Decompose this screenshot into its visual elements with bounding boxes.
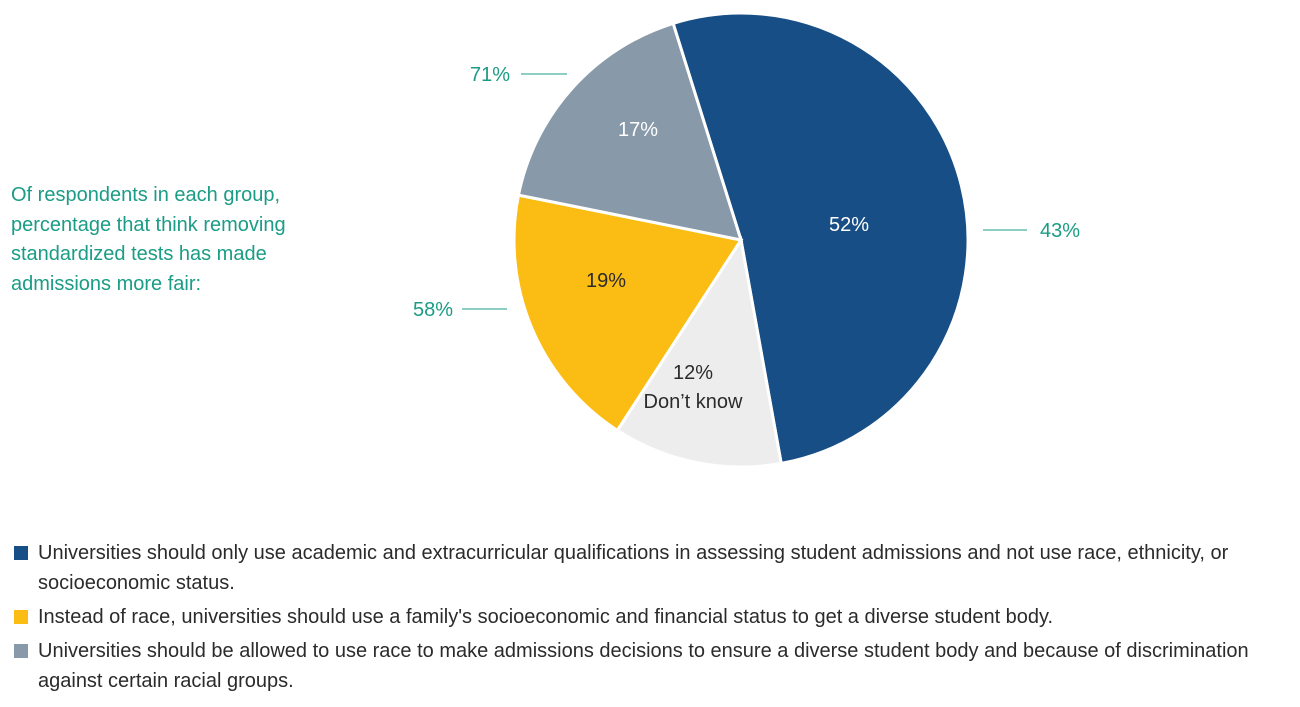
chart-side-note: Of respondents in each group, percentage… [11, 184, 286, 295]
legend-item-socioeconomic: Instead of race, universities should use… [14, 602, 1284, 632]
legend-label: Universities should only use academic an… [38, 542, 1229, 594]
legend-item-academic-only: Universities should only use academic an… [14, 538, 1284, 598]
slice-value-label: 17% [618, 119, 658, 141]
slice-value-label: 19% [586, 270, 626, 292]
callout-value: 58% [413, 299, 453, 321]
slice-value-label: 52% [829, 214, 869, 236]
callout-value: 71% [470, 64, 510, 86]
callout-value: 43% [1040, 220, 1080, 242]
slice-value-label: 12% [673, 362, 713, 384]
pie-slice [516, 21, 744, 242]
legend-item-race-allowed: Universities should be allowed to use ra… [14, 636, 1284, 696]
pie-slice [615, 236, 783, 469]
pie-slices [512, 11, 970, 469]
slice-sublabel: Don’t know [644, 391, 743, 413]
legend-swatch [14, 610, 28, 624]
legend-swatch [14, 644, 28, 658]
legend-label: Instead of race, universities should use… [38, 606, 1054, 628]
legend-swatch [14, 546, 28, 560]
pie-slice [671, 11, 970, 466]
chart-legend: Universities should only use academic an… [14, 538, 1284, 700]
pie-slice-labels: 52% 12% Don’t know 19% 17% [586, 119, 869, 413]
pie-slice [512, 193, 744, 433]
pie-callouts: 43% 58% 71% [413, 64, 1080, 321]
pie-chart: 52% 12% Don’t know 19% 17% 43% 58% 71% [413, 11, 1080, 469]
legend-label: Universities should be allowed to use ra… [38, 640, 1249, 692]
